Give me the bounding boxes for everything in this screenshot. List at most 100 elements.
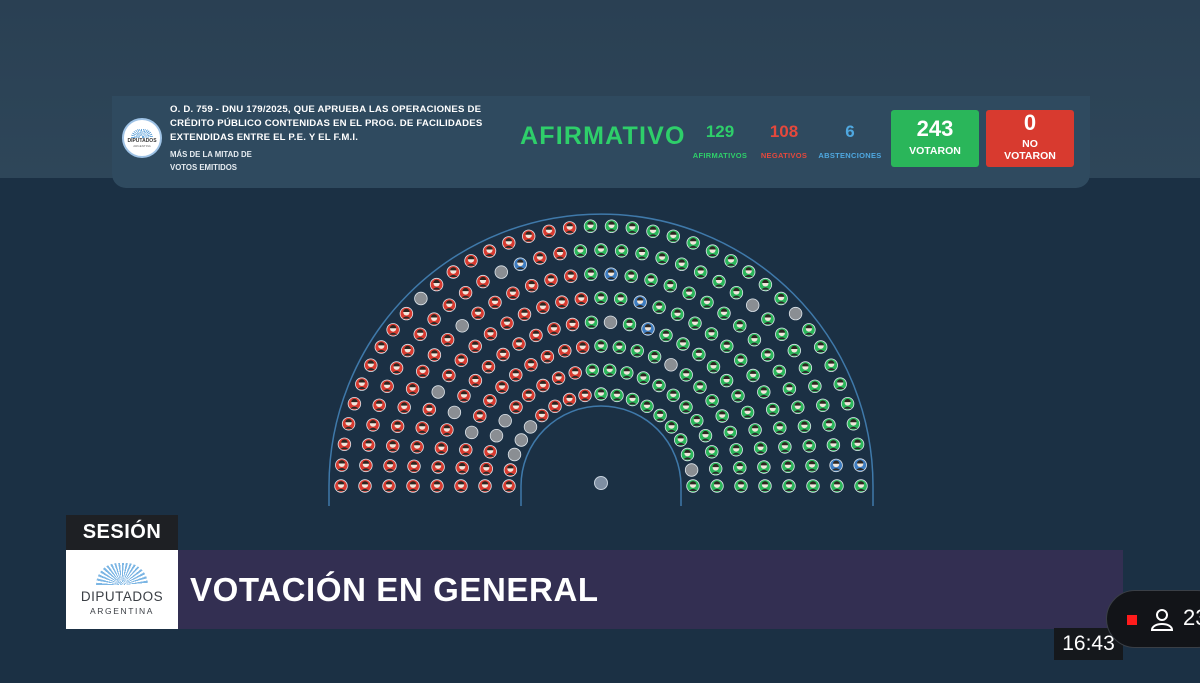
seat bbox=[574, 292, 589, 306]
abstenciones-label: ABSTENCIONES bbox=[818, 151, 882, 160]
seat bbox=[747, 333, 762, 347]
seat bbox=[380, 379, 394, 394]
seat bbox=[431, 460, 445, 474]
majority-rule-line2: VOTOS EMITIDOS bbox=[170, 163, 238, 172]
seat bbox=[479, 462, 494, 476]
abstenciones-count: 6 bbox=[845, 122, 855, 141]
seat bbox=[679, 368, 693, 382]
seat bbox=[806, 479, 820, 493]
seat bbox=[670, 307, 685, 322]
seat bbox=[524, 358, 538, 372]
negativos-stat: 108 NEGATIVOS bbox=[756, 122, 812, 160]
seat bbox=[465, 425, 479, 440]
seat bbox=[422, 402, 437, 417]
seat bbox=[514, 433, 529, 447]
seat bbox=[446, 265, 461, 279]
seat bbox=[802, 323, 816, 337]
seat bbox=[536, 378, 550, 393]
seat bbox=[525, 279, 539, 293]
seat bbox=[454, 479, 468, 493]
seat bbox=[386, 439, 400, 453]
seat bbox=[359, 458, 373, 473]
seat bbox=[517, 307, 532, 322]
seat bbox=[761, 312, 775, 326]
vote-result: AFIRMATIVO bbox=[520, 122, 686, 150]
seat bbox=[594, 243, 608, 257]
user-icon bbox=[1150, 609, 1174, 631]
seat bbox=[427, 348, 442, 362]
seat bbox=[431, 385, 445, 399]
seat bbox=[358, 479, 372, 493]
seat bbox=[429, 277, 444, 292]
seat bbox=[564, 269, 578, 283]
no-votaron-count: 0 bbox=[1023, 110, 1037, 135]
seat bbox=[840, 397, 855, 411]
seat bbox=[442, 298, 457, 312]
seat bbox=[774, 291, 788, 306]
seat bbox=[630, 344, 644, 358]
lower-logo-text: DIPUTADOS bbox=[80, 589, 164, 604]
seat bbox=[729, 443, 743, 457]
seat bbox=[622, 317, 637, 332]
seat bbox=[442, 368, 456, 383]
diputados-logo: DIPUTADOS ARGENTINA bbox=[122, 118, 162, 158]
seat bbox=[458, 286, 473, 300]
seat bbox=[498, 414, 512, 428]
seat bbox=[710, 479, 724, 493]
seat bbox=[455, 319, 469, 333]
seat bbox=[822, 418, 836, 432]
seat bbox=[455, 461, 469, 475]
seat bbox=[542, 224, 556, 239]
no-votaron-label-line1: NO bbox=[1022, 138, 1038, 150]
seat bbox=[366, 418, 380, 432]
seat bbox=[829, 458, 843, 473]
seat bbox=[705, 244, 720, 258]
seat bbox=[576, 340, 590, 354]
seat bbox=[416, 364, 430, 379]
seat bbox=[483, 327, 498, 341]
seat bbox=[686, 236, 700, 250]
seat bbox=[500, 316, 514, 330]
seat bbox=[536, 300, 550, 314]
seat bbox=[594, 291, 608, 305]
seat bbox=[355, 377, 369, 391]
seat bbox=[664, 420, 679, 434]
viewer-count: 23 bbox=[1183, 605, 1200, 630]
seat bbox=[679, 400, 693, 414]
seat bbox=[814, 340, 828, 354]
seat bbox=[440, 423, 454, 437]
seat bbox=[509, 368, 523, 382]
seat bbox=[389, 361, 404, 375]
seat bbox=[766, 402, 780, 417]
seat bbox=[680, 447, 695, 462]
seat bbox=[558, 344, 572, 358]
seat bbox=[529, 328, 543, 343]
seat bbox=[854, 479, 868, 493]
seat bbox=[610, 388, 624, 403]
seat bbox=[614, 244, 629, 258]
seat bbox=[594, 387, 608, 401]
seat bbox=[723, 425, 738, 440]
hemicycle-outline bbox=[328, 213, 874, 506]
seat bbox=[635, 246, 649, 261]
seat bbox=[748, 423, 762, 437]
seat bbox=[753, 441, 768, 455]
seat bbox=[652, 378, 666, 393]
seat bbox=[853, 458, 867, 472]
logo-subtext: ARGENTINA bbox=[133, 143, 151, 148]
seat bbox=[773, 421, 787, 435]
majority-rule: MÁS DE LA MITAD DE VOTOS EMITIDOS bbox=[170, 148, 370, 174]
seat bbox=[647, 350, 662, 364]
seat bbox=[802, 439, 816, 453]
seat bbox=[482, 244, 497, 258]
seat bbox=[640, 399, 654, 414]
seat bbox=[712, 274, 726, 289]
seat bbox=[512, 337, 526, 351]
seat bbox=[563, 221, 577, 235]
seat bbox=[603, 315, 618, 330]
live-viewers-pill[interactable]: 23 bbox=[1106, 590, 1200, 648]
seat bbox=[413, 327, 427, 342]
seat bbox=[734, 353, 748, 367]
seat bbox=[494, 265, 509, 279]
seat bbox=[760, 348, 775, 362]
